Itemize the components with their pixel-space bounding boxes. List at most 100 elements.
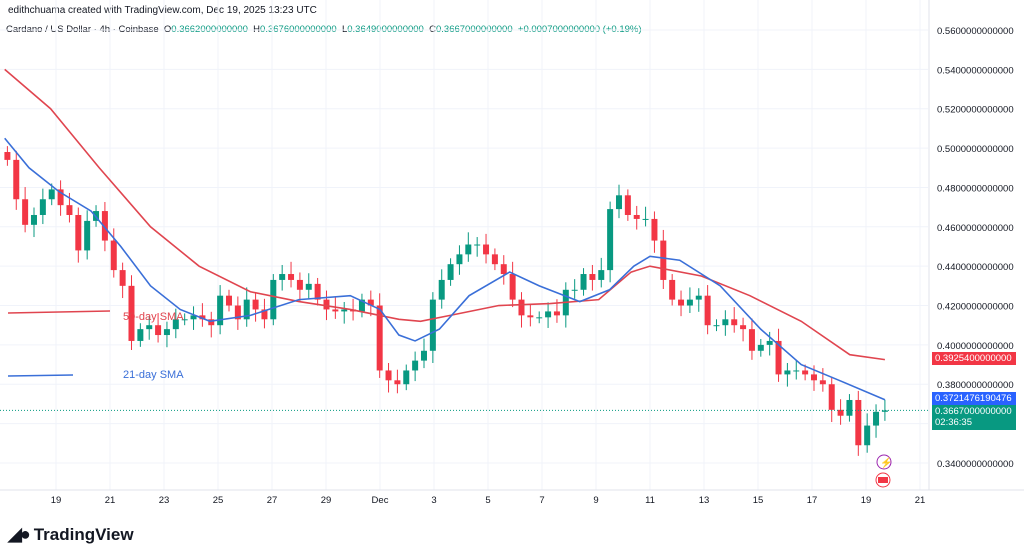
y-tick-label: 0.3800000000000 xyxy=(937,380,1014,391)
candle xyxy=(217,285,224,335)
candle-body xyxy=(571,289,578,291)
x-tick-label: 7 xyxy=(539,495,544,506)
candle-body xyxy=(30,214,37,225)
candle-body xyxy=(846,399,853,416)
candle xyxy=(332,297,339,319)
candle-body xyxy=(686,299,693,306)
candle-body xyxy=(633,214,640,219)
candle xyxy=(412,351,419,382)
candle-body xyxy=(855,399,862,446)
candle xyxy=(75,207,82,263)
candle-body xyxy=(731,319,738,326)
candle xyxy=(243,287,250,327)
candle xyxy=(722,310,729,336)
candle-body xyxy=(704,295,711,326)
candle-body xyxy=(518,299,525,316)
candle xyxy=(429,292,436,363)
y-tick-label: 0.4200000000000 xyxy=(937,302,1014,313)
candle xyxy=(4,146,11,166)
candle-body xyxy=(669,279,676,300)
candle xyxy=(704,285,711,335)
candle-body xyxy=(146,325,153,330)
y-tick-label: 0.4000000000000 xyxy=(937,341,1014,352)
y-tick-label: 0.5000000000000 xyxy=(937,144,1014,155)
candle-body xyxy=(84,220,91,251)
candle xyxy=(740,317,747,342)
candle xyxy=(766,331,773,356)
y-tick-label: 0.4400000000000 xyxy=(937,262,1014,273)
candle xyxy=(155,312,162,343)
x-tick-label: 27 xyxy=(267,495,278,506)
candle-body xyxy=(385,370,392,381)
candle xyxy=(270,274,277,326)
sma50-annotation-label: 50-day SMA xyxy=(123,311,184,323)
candle-body xyxy=(615,195,622,210)
candle xyxy=(784,362,791,387)
candle xyxy=(651,211,658,253)
candle xyxy=(146,316,153,340)
y-tick-label: 0.5600000000000 xyxy=(937,26,1014,37)
candle-body xyxy=(279,274,286,280)
candle xyxy=(571,279,578,299)
candle-body xyxy=(137,329,144,341)
candle xyxy=(748,318,755,360)
candle-body xyxy=(881,410,888,412)
candle xyxy=(589,264,596,291)
last-price: 0.3667000000000 xyxy=(935,406,1012,417)
candle xyxy=(793,359,800,380)
candle-body xyxy=(217,295,224,326)
candle xyxy=(465,232,472,262)
sma50-annotation-line xyxy=(7,310,111,314)
candle-body xyxy=(784,370,791,375)
candle-body xyxy=(757,344,764,351)
candle xyxy=(57,180,64,216)
candle xyxy=(190,306,197,330)
candle-body xyxy=(288,274,295,280)
y-tick-label: 0.5400000000000 xyxy=(937,65,1014,76)
candle xyxy=(296,272,303,302)
candle-body xyxy=(474,244,481,246)
candle xyxy=(341,301,348,324)
candle xyxy=(474,237,481,257)
candle-body xyxy=(163,329,170,336)
candle xyxy=(367,290,374,317)
candle xyxy=(802,364,809,381)
x-tick-label: Dec xyxy=(372,495,389,506)
x-tick-label: 19 xyxy=(861,495,872,506)
candle-body xyxy=(722,319,729,326)
x-tick-label: 11 xyxy=(645,495,655,506)
candle-body xyxy=(678,299,685,306)
candle xyxy=(403,364,410,391)
candle xyxy=(598,257,605,288)
candle xyxy=(261,298,268,329)
candle-body xyxy=(598,270,605,280)
candle xyxy=(607,201,614,283)
candle-body xyxy=(438,279,445,300)
candle-body xyxy=(13,159,20,200)
tradingview-logo[interactable]: ◢● TradingView xyxy=(8,524,134,545)
candle xyxy=(119,262,126,299)
candle-body xyxy=(748,329,755,351)
candle-body xyxy=(261,309,268,320)
sma21-line xyxy=(4,137,886,401)
candle xyxy=(447,258,454,286)
lightning-glyph-icon: ⚡ xyxy=(880,456,892,469)
candle xyxy=(660,229,667,289)
candle xyxy=(30,207,37,238)
candle xyxy=(642,206,649,227)
candle-body xyxy=(155,325,162,336)
candle-body xyxy=(367,299,374,306)
sma21-price-tag: 0.3721476190476 xyxy=(932,392,1016,405)
candle-body xyxy=(810,374,817,381)
candle-body xyxy=(4,152,11,160)
sma21-annotation-label: 21-day SMA xyxy=(123,369,184,381)
candle xyxy=(385,362,392,393)
candle-body xyxy=(394,380,401,385)
x-tick-label: 19 xyxy=(51,495,62,506)
candle xyxy=(84,210,91,260)
last-price-tag: 0.3667000000000 02:36:35 xyxy=(932,405,1016,430)
x-tick-label: 3 xyxy=(431,495,436,506)
candle-body xyxy=(75,214,82,251)
candle-body xyxy=(39,199,46,215)
